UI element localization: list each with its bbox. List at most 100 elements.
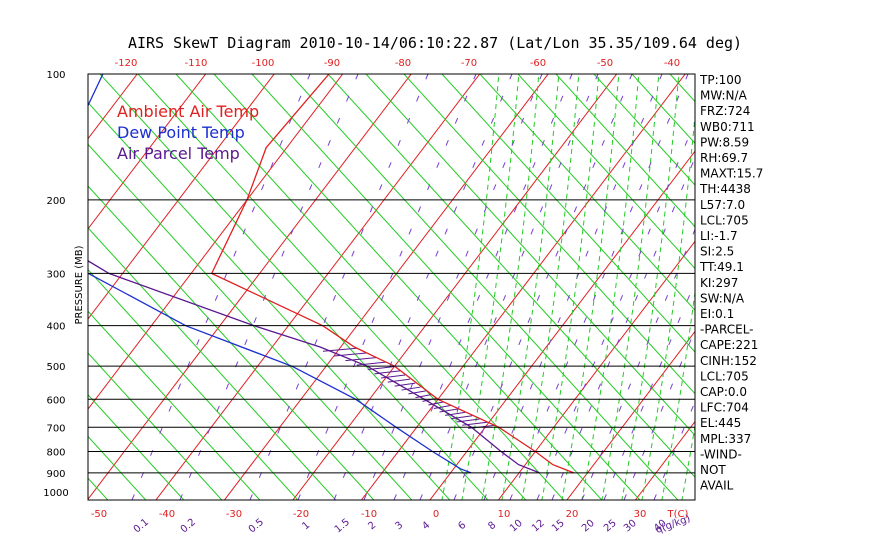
cape-hatch-line [428, 401, 444, 406]
parameter-item: PW:8.59 [700, 135, 749, 149]
mixing-ratio-tick-label: 1.5 [333, 517, 352, 536]
parameter-item: LI:-1.7 [700, 229, 738, 243]
parameter-item: EI:0.1 [700, 307, 734, 321]
bottom-temp-tick-label: 10 [498, 509, 511, 520]
isotherm-line [88, 74, 344, 410]
x-axis-label: T(C) [667, 509, 689, 520]
top-temp-tick-label: -50 [597, 58, 613, 69]
dry-adiabat-line [403, 74, 695, 395]
parameter-item: CAP:0.0 [700, 385, 747, 399]
parameter-item: LCL:705 [700, 369, 749, 383]
isotherm-line [429, 150, 695, 500]
dry-adiabat-line [669, 74, 695, 103]
pressure-tick-label: 700 [46, 423, 65, 434]
top-temp-tick-label: -110 [185, 58, 208, 69]
parameter-item: SI:2.5 [700, 245, 734, 259]
cape-hatch-line [439, 408, 458, 413]
isotherm-line [360, 74, 686, 500]
bottom-temp-tick-label: -20 [293, 509, 309, 520]
mixing-ratio-tick-label: 30 [622, 518, 639, 535]
top-temp-tick-label: -100 [252, 58, 275, 69]
mixing-ratio-line [581, 228, 695, 500]
dry-adiabat-line [88, 268, 299, 500]
pressure-tick-label: 300 [46, 269, 65, 280]
parameter-item: KI:297 [700, 276, 738, 290]
dry-adiabat-line [88, 435, 147, 500]
moist-adiabat-line [641, 110, 695, 500]
isotherm-line [88, 74, 138, 140]
ambient-air-temp-line [210, 74, 575, 474]
mixing-ratio-tick-label: 12 [530, 518, 547, 535]
isotherm-line [497, 240, 695, 500]
top-temp-tick-label: -120 [115, 58, 138, 69]
dry-adiabat-line [365, 74, 695, 437]
dry-adiabat-line [88, 101, 451, 500]
dry-adiabat-line [88, 352, 223, 500]
moist-adiabat-line [561, 74, 620, 500]
cape-hatch-line [380, 374, 406, 379]
top-temp-tick-label: -60 [530, 58, 546, 69]
mixing-ratio-line [603, 280, 695, 500]
dry-adiabat-line [517, 74, 695, 270]
legend-entry: Air Parcel Temp [117, 144, 240, 163]
isotherm-line [88, 74, 412, 500]
legend-entry: Ambient Air Temp [117, 102, 259, 121]
parameter-item: FRZ:724 [700, 104, 750, 118]
legend: Ambient Air Temp Dew Point Temp Air Parcel… [117, 102, 259, 163]
cape-hatch-line [345, 357, 376, 362]
parameter-item: NOT [700, 463, 726, 477]
dry-adiabat-line [88, 227, 337, 500]
parameter-item: LCL:705 [700, 213, 749, 227]
mixing-ratio-line [653, 400, 695, 500]
isotherm-line [742, 30, 870, 540]
dry-adiabat-line [88, 143, 413, 500]
mixing-ratio-tick-label: 0.5 [247, 517, 266, 536]
pressure-tick-label: 1000 [43, 488, 68, 499]
mixing-ratio-tick-label: 15 [550, 518, 567, 535]
mixing-ratio-line [483, 74, 663, 500]
dry-adiabat-line [753, 40, 870, 520]
parameter-item: -PARCEL- [700, 323, 754, 337]
mixing-ratio-line [453, 74, 633, 500]
pressure-tick-label: 600 [46, 395, 65, 406]
mixing-ratio-tick-label: 10 [508, 518, 525, 535]
mixing-ratio-tick-label: 0.1 [132, 517, 151, 536]
cape-hatch-line [387, 378, 411, 383]
pressure-tick-label: 200 [46, 196, 65, 207]
cape-hatch-line [456, 418, 480, 423]
parameter-item: TP:100 [699, 73, 742, 87]
top-temp-tick-label: -70 [461, 58, 477, 69]
mixing-ratio-line [551, 156, 695, 500]
dry-adiabat-line [289, 74, 679, 500]
dry-adiabat-line [479, 74, 695, 311]
dry-adiabat-line [791, 40, 870, 520]
pressure-tick-label: 400 [46, 322, 65, 333]
moist-adiabat-line [501, 74, 560, 500]
isotherm-line [88, 74, 207, 230]
cape-hatch-line [408, 390, 426, 395]
top-temp-tick-label: -40 [664, 58, 680, 69]
air-parcel-temp-line [88, 260, 540, 474]
moist-adiabat-line [541, 74, 600, 500]
plot-border [87, 73, 696, 501]
parameter-item: EL:445 [700, 416, 741, 430]
mixing-ratio-tick-label: 25 [602, 518, 619, 535]
pressure-tick-label: 100 [46, 70, 65, 81]
moist-adiabat-line [521, 74, 580, 500]
mixing-ratio-line [536, 120, 695, 500]
isotherm-line [155, 74, 481, 500]
dry-adiabat-line [175, 74, 565, 500]
mixing-ratio-tick-label: 4 [420, 520, 432, 533]
legend-entry: Dew Point Temp [117, 123, 245, 142]
mixing-ratio-tick-label: 3 [393, 520, 405, 533]
parameter-item: LFC:704 [700, 401, 749, 415]
bottom-temp-tick-label: -40 [159, 509, 175, 520]
mixing-ratio-line [623, 328, 695, 500]
top-temp-tick-label: -90 [324, 58, 340, 69]
parameter-item: RH:69.7 [700, 151, 748, 165]
mixing-ratio-line [509, 74, 689, 500]
mixing-ratio-line [393, 74, 573, 500]
chart-title: AIRS SkewT Diagram 2010-10-14/06:10:22.8… [127, 34, 743, 52]
cape-hatch-line [401, 386, 421, 391]
dry-adiabat-line [327, 74, 695, 478]
